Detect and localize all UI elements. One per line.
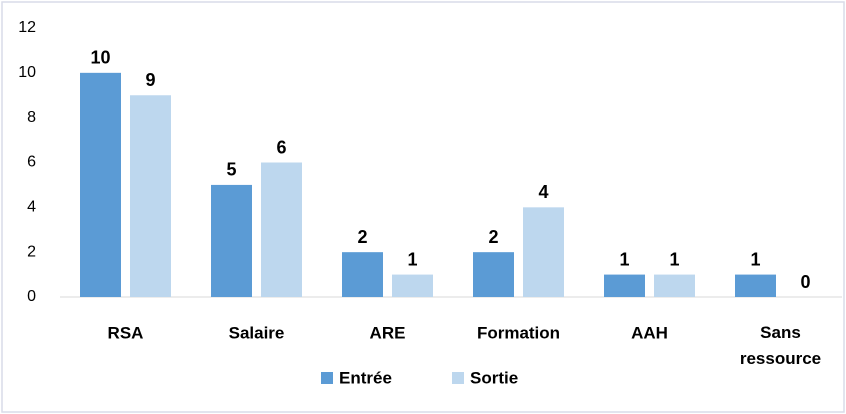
y-tick-label: 2 xyxy=(27,243,36,260)
data-label: 1 xyxy=(619,249,629,269)
data-label: 4 xyxy=(538,182,548,202)
bar xyxy=(473,252,514,297)
y-tick-label: 6 xyxy=(27,154,36,171)
legend-swatch xyxy=(321,372,333,384)
y-tick-label: 10 xyxy=(18,64,36,81)
data-label: 0 xyxy=(800,272,810,292)
bar xyxy=(211,184,252,297)
x-tick-label: Salaire xyxy=(229,323,285,342)
bar xyxy=(261,162,302,297)
bar xyxy=(80,72,121,297)
data-label: 9 xyxy=(145,70,155,90)
bar xyxy=(604,274,645,297)
data-label: 5 xyxy=(226,160,236,180)
data-label: 6 xyxy=(276,137,286,157)
y-tick-label: 12 xyxy=(18,19,36,36)
bar xyxy=(735,274,776,297)
data-label: 10 xyxy=(90,48,110,68)
legend-swatch xyxy=(452,372,464,384)
data-label: 1 xyxy=(669,249,679,269)
legend-label: Entrée xyxy=(339,368,392,387)
y-tick-label: 0 xyxy=(27,288,36,305)
data-label: 2 xyxy=(488,227,498,247)
x-tick-label: RSA xyxy=(108,323,144,342)
x-tick-label: AAH xyxy=(631,323,668,342)
y-tick-label: 8 xyxy=(27,109,36,126)
bar xyxy=(392,274,433,297)
legend-label: Sortie xyxy=(470,368,518,387)
x-tick-label: Sans ressource xyxy=(740,323,821,368)
bar xyxy=(523,207,564,297)
data-label: 1 xyxy=(407,249,417,269)
data-label: 2 xyxy=(357,227,367,247)
x-tick-label: Formation xyxy=(477,323,560,342)
bar xyxy=(342,252,383,297)
bar xyxy=(130,95,171,297)
bar xyxy=(654,274,695,297)
data-label: 1 xyxy=(750,249,760,269)
y-tick-label: 4 xyxy=(27,199,36,216)
x-tick-label: ARE xyxy=(370,323,406,342)
